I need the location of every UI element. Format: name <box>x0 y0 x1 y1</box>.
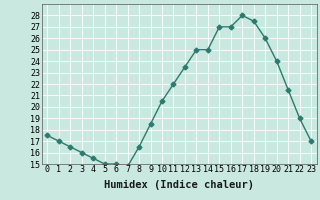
X-axis label: Humidex (Indice chaleur): Humidex (Indice chaleur) <box>104 180 254 190</box>
